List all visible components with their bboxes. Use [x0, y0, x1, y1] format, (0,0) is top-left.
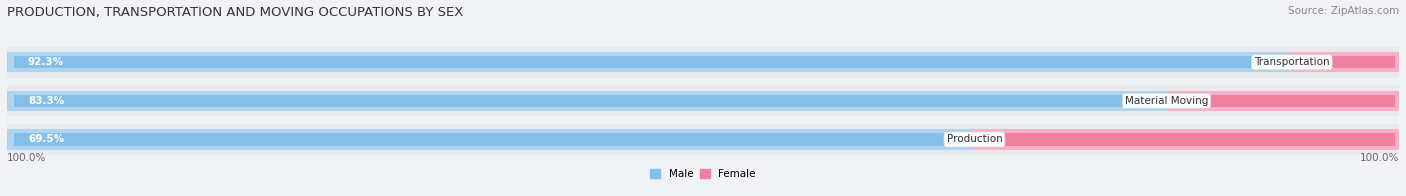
Text: Transportation: Transportation: [1254, 57, 1330, 67]
Text: 100.0%: 100.0%: [1360, 153, 1399, 163]
Bar: [1170, 95, 1395, 107]
Bar: [7, 129, 974, 150]
Legend: Male, Female: Male, Female: [645, 165, 761, 183]
Bar: [14, 56, 1278, 68]
Bar: [7, 85, 1399, 116]
Text: Production: Production: [946, 134, 1002, 144]
Bar: [977, 133, 1395, 145]
Text: PRODUCTION, TRANSPORTATION AND MOVING OCCUPATIONS BY SEX: PRODUCTION, TRANSPORTATION AND MOVING OC…: [7, 6, 464, 19]
Bar: [1292, 52, 1399, 72]
Text: 100.0%: 100.0%: [7, 153, 46, 163]
Bar: [974, 129, 1399, 150]
Text: Source: ZipAtlas.com: Source: ZipAtlas.com: [1288, 6, 1399, 16]
Bar: [14, 95, 1153, 107]
Text: 69.5%: 69.5%: [28, 134, 65, 144]
Bar: [14, 133, 960, 145]
Bar: [1295, 56, 1395, 68]
Text: 83.3%: 83.3%: [28, 96, 65, 106]
Bar: [7, 124, 1399, 155]
Bar: [7, 91, 1167, 111]
Bar: [7, 47, 1399, 78]
Bar: [1167, 91, 1399, 111]
Text: Material Moving: Material Moving: [1125, 96, 1208, 106]
Text: 92.3%: 92.3%: [28, 57, 65, 67]
Bar: [7, 52, 1292, 72]
